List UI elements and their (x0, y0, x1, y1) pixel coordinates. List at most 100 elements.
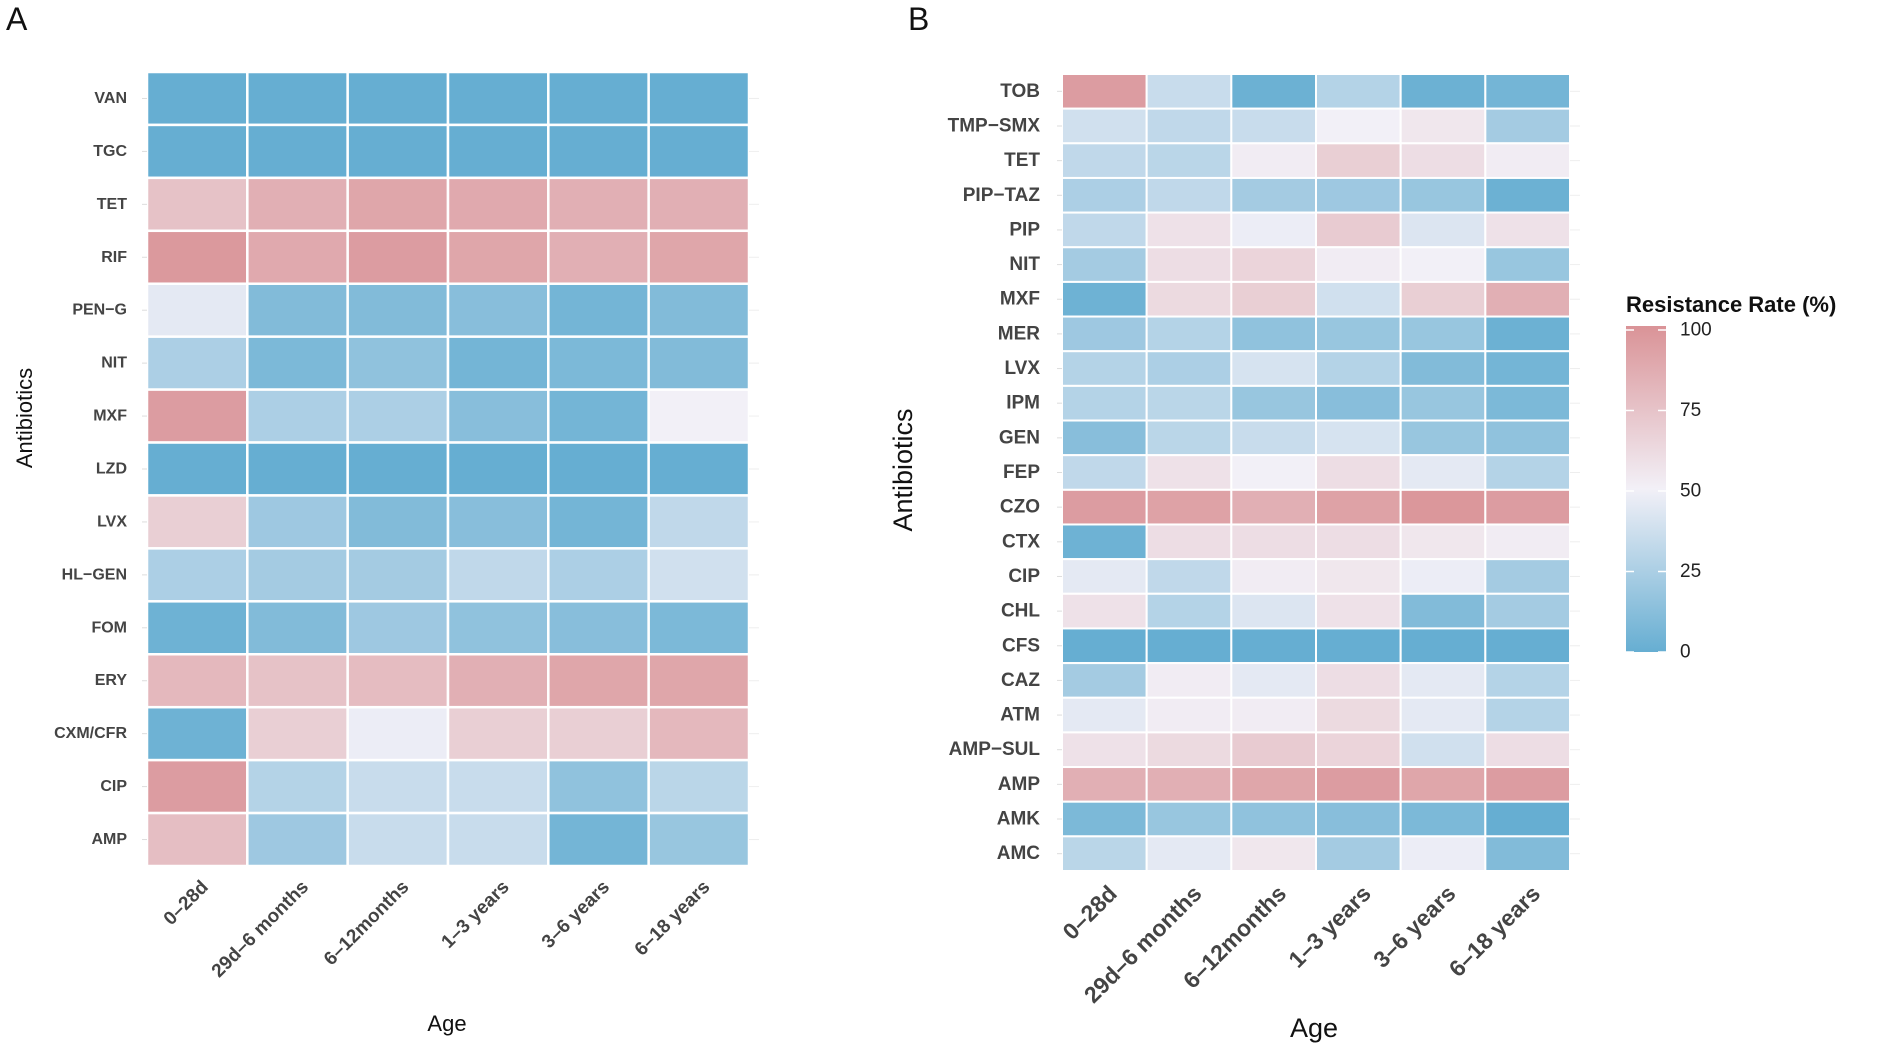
heatmap-cell-ery-6-12months (346, 653, 450, 709)
heatmap-cell-chl-6-18-years (1484, 592, 1572, 630)
heatmap-cell-cip-3-6-years (547, 758, 650, 815)
heatmap-cell-tet-6-12months (1230, 142, 1318, 179)
heatmap-cell-hl-gen-1-3-years (446, 547, 550, 603)
heatmap-cell-ipm-29d-6-months (1145, 384, 1233, 422)
heatmap-cell-amk-3-6-years (1399, 800, 1487, 838)
heatmap-cell-pen-g-1-3-years (446, 282, 550, 338)
heatmap-cell-mer-6-12months (1230, 315, 1318, 353)
heatmap-cell-tmp-smx-1-3-years (1315, 107, 1402, 145)
heatmap-cell-amp-6-12months (1230, 766, 1318, 803)
legend-ticks: 100 75 50 25 0 (1626, 320, 1712, 663)
y-tick-label-mer: MER (998, 323, 1041, 344)
y-tick-label-chl: CHL (1001, 601, 1040, 622)
heatmap-cell-tgc-1-3-years (446, 123, 550, 180)
heatmap-b-cells (1061, 73, 1572, 873)
heatmap-cell-cip-6-18-years (647, 758, 751, 815)
y-tick-label-pen-g: PEN−G (72, 302, 127, 319)
heatmap-cell-ctx-3-6-years (1399, 523, 1487, 561)
y-tick-label-fom: FOM (91, 619, 127, 636)
heatmap-cell-atm-3-6-years (1399, 696, 1487, 734)
y-tick-label-lvx: LVX (97, 513, 127, 530)
heatmap-cell-rif-1-3-years (446, 229, 550, 285)
heatmap-cell-ery-6-18-years (647, 653, 751, 709)
heatmap-cell-gen-3-6-years (1399, 419, 1487, 457)
heatmap-cell-lvx-1-3-years (446, 494, 550, 550)
heatmap-cell-cxm-cfr-0-28d (145, 705, 249, 762)
y-tick-label-pip-taz: PIP−TAZ (963, 185, 1041, 206)
heatmap-cell-nit-6-12months (346, 335, 450, 391)
heatmap-b-y-axis-title: Antibiotics (888, 408, 918, 531)
heatmap-cell-czo-6-12months (1230, 488, 1318, 526)
heatmap-cell-fep-1-3-years (1315, 454, 1402, 491)
heatmap-cell-cip-1-3-years (446, 758, 550, 815)
y-tick-label-cxm-cfr: CXM/CFR (54, 725, 127, 742)
heatmap-cell-fom-3-6-years (547, 600, 650, 656)
heatmap-cell-ery-0-28d (145, 653, 249, 709)
heatmap-cell-caz-6-18-years (1484, 662, 1572, 699)
heatmap-cell-gen-6-12months (1230, 419, 1318, 457)
heatmap-cell-tmp-smx-3-6-years (1399, 107, 1487, 145)
y-tick-label-amp: AMP (91, 831, 127, 848)
y-tick-label-czo: CZO (1000, 497, 1040, 518)
heatmap-cell-lzd-29d-6-months (246, 441, 349, 497)
heatmap-cell-amp-3-6-years (547, 811, 650, 868)
legend-color-bar (1626, 326, 1666, 652)
y-tick-label-amc: AMC (997, 843, 1041, 864)
heatmap-cell-tet-29d-6-months (246, 176, 349, 233)
heatmap-cell-amp-29d-6-months (1145, 766, 1233, 803)
panel-label-b: B (908, 1, 929, 37)
heatmap-cell-chl-29d-6-months (1145, 592, 1233, 630)
legend-tick-label-50: 50 (1680, 481, 1701, 502)
heatmap-cell-nit-1-3-years (446, 335, 550, 391)
heatmap-cell-czo-1-3-years (1315, 488, 1402, 526)
y-tick-label-atm: ATM (1000, 705, 1040, 726)
heatmap-cell-rif-0-28d (145, 229, 249, 285)
heatmap-cell-gen-0-28d (1061, 419, 1148, 457)
x-tick-label-3-6-years: 3–6 years (538, 877, 614, 953)
heatmap-cell-pip-taz-29d-6-months (1145, 176, 1233, 214)
heatmap-cell-nit-0-28d (145, 335, 249, 391)
heatmap-cell-tob-3-6-years (1399, 73, 1487, 110)
heatmap-cell-cxm-cfr-29d-6-months (246, 705, 349, 762)
heatmap-cell-czo-3-6-years (1399, 488, 1487, 526)
heatmap-cell-gen-6-18-years (1484, 419, 1572, 457)
heatmap-cell-amp-6-12months (346, 811, 450, 868)
heatmap-cell-tet-29d-6-months (1145, 142, 1233, 179)
heatmap-cell-pip-29d-6-months (1145, 211, 1233, 249)
y-tick-label-fep: FEP (1003, 462, 1040, 483)
heatmap-cell-lvx-0-28d (145, 494, 249, 550)
heatmap-cell-cip-29d-6-months (246, 758, 349, 815)
heatmap-cell-tet-0-28d (145, 176, 249, 233)
legend-tick-label-25: 25 (1680, 561, 1701, 582)
heatmap-cell-amp-0-28d (145, 811, 249, 868)
y-tick-label-ipm: IPM (1006, 393, 1040, 414)
heatmap-cell-mer-29d-6-months (1145, 315, 1233, 353)
heatmap-cell-cip-6-12months (1230, 558, 1318, 595)
heatmap-cell-lvx-29d-6-months (246, 494, 349, 550)
y-tick-label-ery: ERY (95, 672, 128, 689)
heatmap-cell-cxm-cfr-3-6-years (547, 705, 650, 762)
heatmap-cell-atm-29d-6-months (1145, 696, 1233, 734)
heatmap-cell-ipm-0-28d (1061, 384, 1148, 422)
heatmap-cell-mxf-6-12months (1230, 280, 1318, 318)
heatmap-cell-cip-3-6-years (1399, 558, 1487, 595)
heatmap-cell-caz-0-28d (1061, 662, 1148, 699)
heatmap-cell-lvx-6-18-years (647, 494, 751, 550)
y-tick-label-cip: CIP (1008, 566, 1040, 587)
heatmap-cell-pip-6-18-years (1484, 211, 1572, 249)
heatmap-cell-tgc-3-6-years (547, 123, 650, 180)
heatmap-cell-pen-g-3-6-years (547, 282, 650, 338)
heatmap-cell-lvx-3-6-years (1399, 350, 1487, 387)
heatmap-cell-ery-3-6-years (547, 653, 650, 709)
heatmap-cell-czo-6-18-years (1484, 488, 1572, 526)
heatmap-cell-amp-sul-0-28d (1061, 731, 1148, 769)
heatmap-cell-caz-29d-6-months (1145, 662, 1233, 699)
legend-tick-label-100: 100 (1680, 320, 1712, 341)
heatmap-cell-cfs-3-6-years (1399, 627, 1487, 665)
heatmap-cell-ctx-1-3-years (1315, 523, 1402, 561)
heatmap-cell-rif-3-6-years (547, 229, 650, 285)
heatmap-cell-amp-sul-1-3-years (1315, 731, 1402, 769)
x-tick-label-0-28d: 0–28d (160, 877, 213, 930)
heatmap-cell-chl-1-3-years (1315, 592, 1402, 630)
heatmap-cell-mer-1-3-years (1315, 315, 1402, 353)
